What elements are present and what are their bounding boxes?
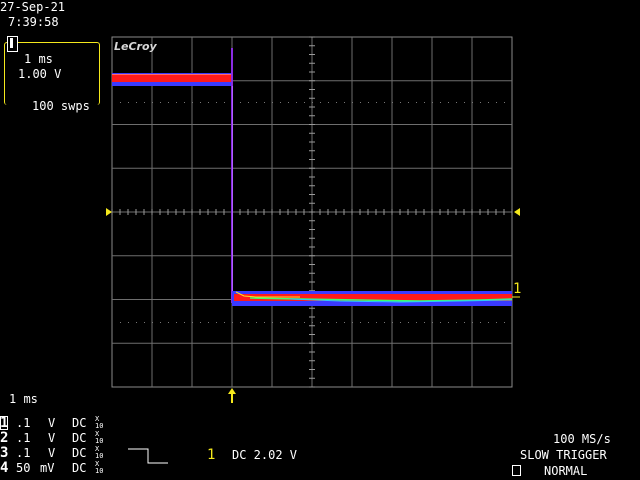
channel-unit: V (48, 431, 56, 445)
channel-number: 3 (0, 445, 9, 461)
trace-info-box[interactable] (4, 42, 100, 105)
left-trigger-arrow (106, 208, 112, 216)
trigger-source: 1 (207, 447, 216, 463)
trigger-mode: SLOW TRIGGER (520, 448, 607, 462)
channel-row[interactable]: 1 .1 V DC X 10 (0, 416, 120, 430)
channel-probe-factor: 10 (95, 422, 104, 430)
channel-scale: .1 (16, 416, 31, 430)
channel-probe-x: X (95, 460, 100, 468)
channel-probe-factor: 10 (95, 437, 104, 445)
trigger-state: NORMAL (544, 464, 588, 478)
graticule (111, 36, 513, 388)
bottom-timebase: 1 ms (9, 392, 38, 406)
time-label: 7:39:58 (8, 15, 59, 29)
channel-probe-x: X (95, 415, 100, 423)
channel-scale: 50 (16, 461, 31, 475)
trace-high-core (112, 75, 232, 82)
channel-scale: .1 (16, 446, 31, 460)
trigger-slope-icon (128, 448, 168, 464)
channel-unit: mV (40, 461, 55, 475)
trigger-coupling-level: DC 2.02 V (232, 448, 298, 462)
trace-timebase: 1 ms (24, 52, 53, 66)
channel-row[interactable]: 3 .1 V DC X 10 (0, 445, 120, 461)
trigger-state-icon (512, 465, 521, 476)
trace-persistence-yellow (235, 291, 300, 298)
channel-probe-factor: 10 (95, 467, 104, 475)
channel-coupling: DC (72, 416, 87, 430)
channel-number: 2 (0, 430, 9, 446)
channel-scale: .1 (16, 431, 31, 445)
ch1-trace-marker: 1 (513, 281, 522, 297)
trigger-position-arrow (228, 388, 236, 403)
waveform-traces (112, 48, 513, 306)
channel-probe-x: X (95, 430, 100, 438)
channel-number: 1 (0, 415, 9, 431)
trace-volts-div: 1.00 V (18, 67, 62, 81)
right-trigger-arrow (514, 208, 520, 216)
channel-unit: V (48, 446, 56, 460)
channel-row[interactable]: 4 50 mV DC X 10 (0, 460, 120, 476)
sample-rate: 100 MS/s (553, 432, 611, 446)
trace-sweeps: 100 swps (32, 99, 90, 113)
brand-logo: LeCroy (114, 40, 158, 53)
channel-coupling: DC (72, 431, 87, 445)
trace-channel-tag-inner (10, 38, 13, 48)
channel-row[interactable]: 2 .1 V DC X 10 (0, 430, 120, 446)
channel-coupling: DC (72, 461, 87, 475)
channel-number: 4 (0, 460, 9, 476)
channel-probe-factor: 10 (95, 452, 104, 460)
channel-unit: V (48, 416, 56, 430)
channel-probe-x: X (95, 445, 100, 453)
date-label: 27-Sep-21 (0, 0, 66, 14)
trace-low-core (234, 294, 512, 301)
trace-persistence-cyan (289, 298, 513, 303)
channel-coupling: DC (72, 446, 87, 460)
